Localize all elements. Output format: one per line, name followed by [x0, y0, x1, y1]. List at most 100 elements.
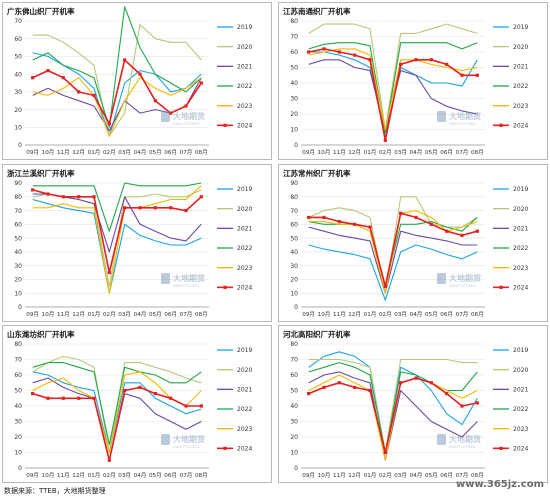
x-tick-label: 02月 — [379, 472, 392, 479]
x-tick-label: 04月 — [134, 472, 147, 479]
chart-svg: 0 10 20 30 40 50 60 70 80 09月 10月 11月 12月 01月 02月 03月 04… — [290, 341, 528, 479]
x-tick-label: 01月 — [364, 149, 377, 156]
legend-label: 2019 — [513, 24, 528, 31]
legend-label: 2019 — [513, 186, 528, 193]
x-tick-label: 01月 — [364, 472, 377, 479]
series-point-2024 — [184, 404, 188, 408]
series-point-2024 — [353, 53, 357, 57]
x-tick-label: 05月 — [149, 311, 162, 318]
series-line-2024 — [32, 386, 202, 462]
x-tick-label: 04月 — [410, 149, 423, 156]
series-point-2024 — [445, 392, 449, 396]
series-line-2019 — [32, 371, 202, 454]
series-line-2019 — [32, 198, 202, 294]
y-tick-label: 40 — [14, 403, 22, 410]
series-point-2024 — [353, 385, 357, 389]
x-tick-label: 05月 — [425, 149, 438, 156]
legend-label: 2022 — [237, 406, 252, 413]
y-tick-label: 70 — [290, 34, 298, 41]
y-tick-label: 20 — [14, 277, 22, 284]
series-point-2024 — [337, 219, 341, 224]
chart-title: 江苏常州织厂开机率 — [283, 169, 351, 178]
series-point-2024 — [399, 211, 403, 215]
y-tick-label: 30 — [14, 263, 22, 270]
legend-label: 2021 — [237, 226, 252, 233]
x-tick-label: 07月 — [456, 472, 469, 479]
x-tick-label: 01月 — [364, 311, 377, 318]
x-tick-label: 09月 — [26, 472, 39, 479]
y-tick-label: 50 — [14, 388, 22, 395]
legend-label: 2020 — [237, 206, 252, 213]
series-point-2024 — [31, 188, 35, 192]
series-point-2024 — [322, 47, 326, 51]
legend-label: 2023 — [237, 103, 252, 110]
x-tick-label: 03月 — [394, 311, 407, 318]
legend-label: 2020 — [513, 44, 528, 51]
series-point-2024 — [368, 58, 372, 62]
y-tick-label: 50 — [290, 65, 298, 72]
y-tick-label: 50 — [14, 235, 22, 242]
x-tick-label: 03月 — [118, 149, 131, 156]
x-tick-label: 04月 — [410, 311, 423, 318]
series-point-2024 — [199, 404, 203, 408]
x-tick-label: 08月 — [471, 472, 484, 479]
series-point-2024 — [475, 401, 479, 405]
y-tick-label: 0 — [18, 142, 22, 149]
series-line-2024 — [308, 212, 478, 288]
x-tick-label: 06月 — [164, 149, 177, 156]
y-tick-label: 70 — [14, 357, 22, 364]
series-point-2024 — [322, 215, 326, 220]
series-point-2024 — [107, 458, 111, 462]
x-tick-label: 10月 — [318, 472, 331, 479]
series-point-2024 — [199, 81, 203, 85]
x-tick-label: 11月 — [57, 149, 70, 156]
y-tick-label: 10 — [14, 124, 22, 131]
legend-label: 2024 — [237, 123, 252, 130]
x-tick-label: 12月 — [72, 149, 85, 156]
x-tick-label: 04月 — [134, 149, 147, 156]
series-point-2024 — [337, 381, 341, 385]
y-tick-label: 40 — [14, 249, 22, 256]
y-tick-label: 80 — [14, 194, 22, 201]
legend-label: 2021 — [237, 387, 252, 394]
y-tick-label: 30 — [14, 89, 22, 96]
series-point-2024 — [46, 69, 50, 73]
logo-icon — [437, 111, 446, 122]
legend-label: 2023 — [513, 426, 528, 433]
y-tick-label: 0 — [294, 142, 298, 149]
series-line-2020 — [308, 358, 478, 454]
series-point-2024 — [138, 206, 142, 210]
y-tick-label: 0 — [18, 304, 22, 311]
chart-panel-1: 0 10 20 30 40 50 60 70 09月 10月 11月 12月 01月 02月 03月 04月 0… — [2, 2, 272, 160]
legend-label: 2022 — [513, 83, 528, 90]
series-line-2024 — [308, 48, 478, 142]
y-tick-label: 50 — [14, 54, 22, 61]
x-tick-label: 12月 — [72, 472, 85, 479]
legend-label: 2022 — [237, 245, 252, 252]
series-point-2024 — [414, 58, 418, 62]
y-tick-label: 10 — [290, 290, 298, 297]
x-tick-label: 06月 — [164, 472, 177, 479]
series-line-2024 — [308, 377, 478, 454]
chart-panel-6: 0 10 20 30 40 50 60 70 80 09月 10月 11月 12月 01月 02月 03月 04… — [278, 325, 548, 483]
y-tick-label: 40 — [290, 80, 298, 87]
x-tick-label: 07月 — [456, 149, 469, 156]
y-tick-label: 80 — [290, 18, 298, 25]
series-point-2024 — [307, 392, 311, 396]
x-tick-label: 02月 — [103, 149, 116, 156]
x-tick-label: 12月 — [348, 472, 361, 479]
y-tick-label: 10 — [14, 450, 22, 457]
series-point-2024 — [475, 229, 479, 233]
series-point-2024 — [92, 93, 96, 97]
series-point-2024 — [307, 215, 311, 220]
legend-label: 2022 — [513, 406, 528, 413]
logo-icon — [161, 434, 170, 445]
chart-title: 广东佛山织厂开机率 — [7, 7, 75, 16]
y-tick-label: 70 — [290, 357, 298, 364]
y-tick-label: 0 — [18, 465, 22, 472]
x-tick-label: 11月 — [57, 472, 70, 479]
y-tick-label: 70 — [14, 208, 22, 215]
series-point-2024 — [123, 58, 127, 62]
